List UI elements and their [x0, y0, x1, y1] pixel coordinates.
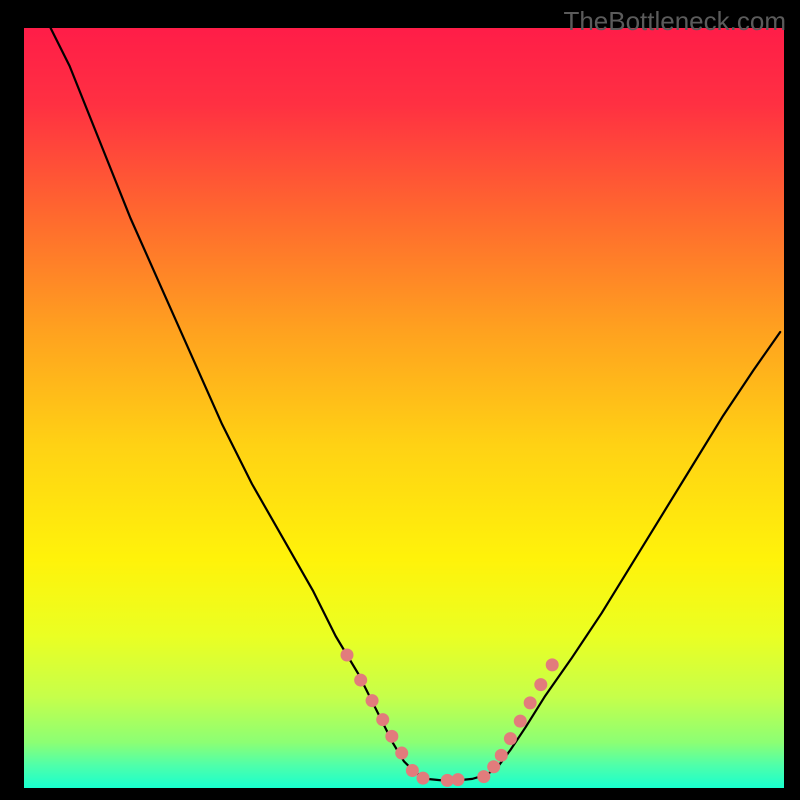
- curve-marker: [546, 658, 559, 671]
- curve-marker: [451, 773, 464, 786]
- stage: TheBottleneck.com: [0, 0, 800, 800]
- curve-marker: [385, 730, 398, 743]
- curve-marker: [366, 694, 379, 707]
- curve-marker: [341, 649, 354, 662]
- curve-line: [47, 28, 780, 780]
- curve-marker: [514, 715, 527, 728]
- curve-marker: [406, 764, 419, 777]
- curve-marker: [354, 674, 367, 687]
- curve-marker: [417, 772, 430, 785]
- curve-marker: [534, 678, 547, 691]
- curve-marker: [504, 732, 517, 745]
- bottleneck-curve: [24, 28, 784, 788]
- watermark-text: TheBottleneck.com: [563, 6, 786, 37]
- plot-area: [24, 28, 784, 788]
- curve-marker: [524, 696, 537, 709]
- curve-marker: [477, 770, 490, 783]
- curve-markers: [341, 649, 559, 787]
- curve-marker: [395, 747, 408, 760]
- curve-marker: [376, 713, 389, 726]
- curve-marker: [487, 760, 500, 773]
- curve-marker: [495, 749, 508, 762]
